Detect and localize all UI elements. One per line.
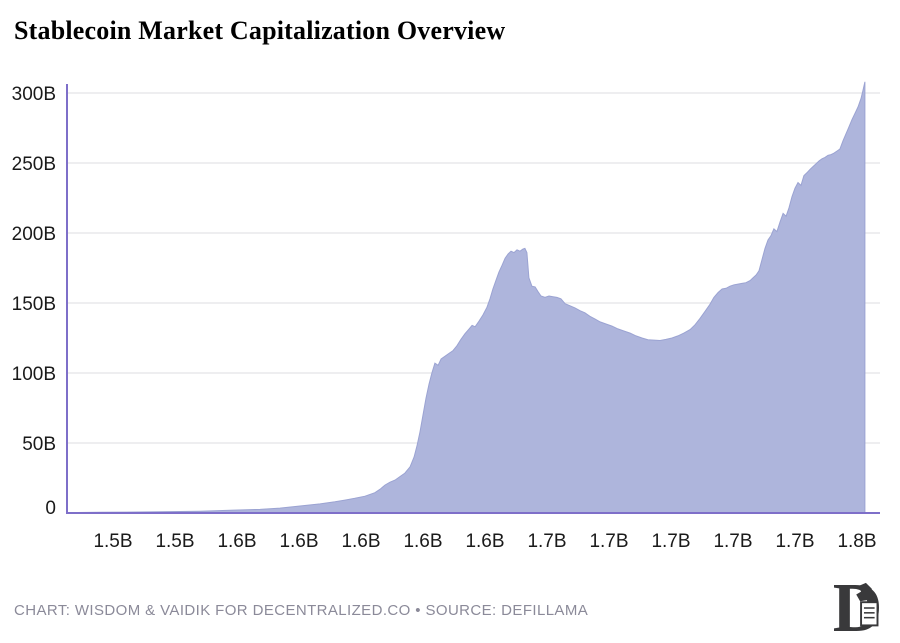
x-tick-label: 1.7B xyxy=(651,531,690,552)
x-tick-label: 1.5B xyxy=(155,531,194,552)
logo-scroll xyxy=(860,601,879,627)
x-tick-label: 1.7B xyxy=(527,531,566,552)
x-tick-label: 1.6B xyxy=(279,531,318,552)
x-tick-label: 1.5B xyxy=(93,531,132,552)
y-tick-label: 100B xyxy=(12,364,56,385)
y-tick-label: 150B xyxy=(12,294,56,315)
x-tick-label: 1.6B xyxy=(465,531,504,552)
y-tick-label: 200B xyxy=(12,224,56,245)
market-cap-area-series xyxy=(66,81,866,514)
x-tick-label: 1.8B xyxy=(837,531,876,552)
chart-credit-text: CHART: WISDOM & VAIDIK FOR DECENTRALIZED… xyxy=(14,602,589,619)
axis-lines xyxy=(66,84,880,514)
x-tick-label: 1.7B xyxy=(713,531,752,552)
stablecoin-market-cap-area-chart: 0 50B 100B 150B 200B 250B 300B 1.5B 1.5B 1.6B 1.6B… xyxy=(12,81,880,552)
decentralized-co-logo-icon: D xyxy=(834,576,882,640)
x-tick-label: 1.6B xyxy=(341,531,380,552)
y-tick-label: 0 xyxy=(45,498,56,519)
x-tick-label: 1.7B xyxy=(589,531,628,552)
x-tick-label: 1.7B xyxy=(775,531,814,552)
logo-knight-shape xyxy=(856,582,873,602)
x-tick-label: 1.6B xyxy=(403,531,442,552)
y-tick-label: 300B xyxy=(12,84,56,105)
y-tick-label: 50B xyxy=(22,434,56,455)
x-tick-label: 1.6B xyxy=(217,531,256,552)
page-title: Stablecoin Market Capitalization Overvie… xyxy=(14,16,506,45)
y-tick-label: 250B xyxy=(12,154,56,175)
